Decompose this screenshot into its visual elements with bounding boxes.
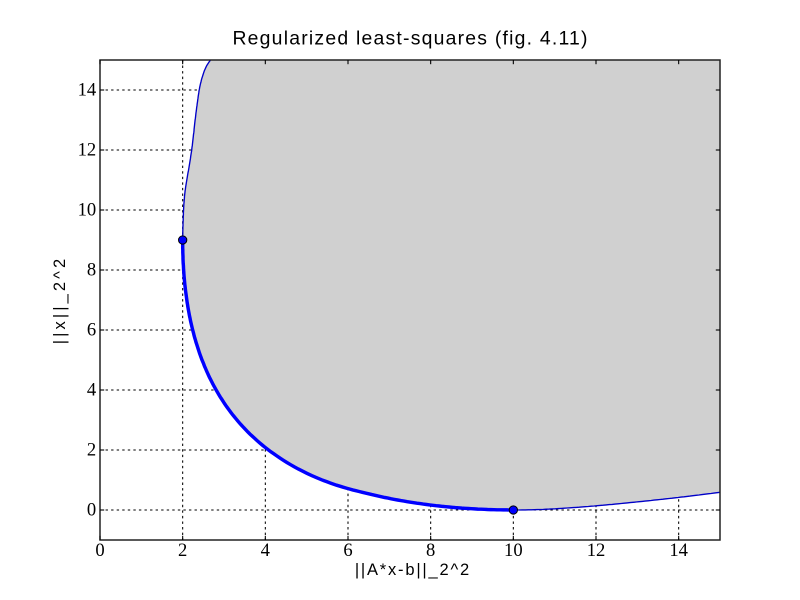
svg-text:14: 14 <box>78 80 97 101</box>
svg-text:2: 2 <box>178 540 187 561</box>
svg-text:4: 4 <box>87 380 96 401</box>
svg-text:12: 12 <box>78 140 97 161</box>
svg-text:8: 8 <box>87 260 96 281</box>
svg-text:14: 14 <box>669 540 688 561</box>
svg-text:4: 4 <box>261 540 270 561</box>
svg-text:0: 0 <box>87 500 96 521</box>
svg-text:0: 0 <box>95 540 104 561</box>
svg-text:6: 6 <box>343 540 352 561</box>
svg-text:2: 2 <box>87 440 96 461</box>
svg-text:Regularized least-squares (fig: Regularized least-squares (fig. 4.11) <box>232 28 588 50</box>
svg-text:12: 12 <box>587 540 606 561</box>
svg-text:10: 10 <box>78 200 97 221</box>
svg-text:10: 10 <box>504 540 523 561</box>
svg-text:||x||_2^2: ||x||_2^2 <box>51 256 69 345</box>
svg-text:||A*x-b||_2^2: ||A*x-b||_2^2 <box>355 561 471 579</box>
svg-text:6: 6 <box>87 320 96 341</box>
svg-text:8: 8 <box>426 540 435 561</box>
